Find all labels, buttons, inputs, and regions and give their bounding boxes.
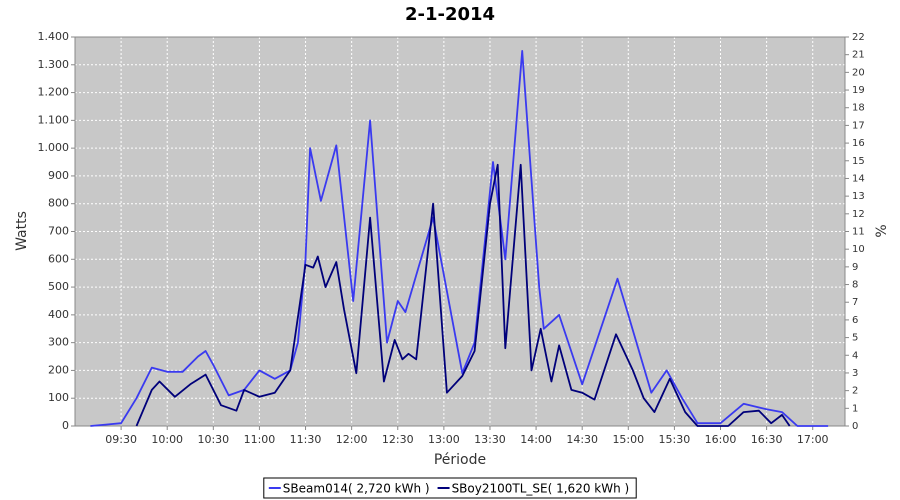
y-tick-label: 1.300	[38, 58, 70, 71]
x-tick-label: 16:30	[751, 433, 783, 446]
y2-tick-label: 8	[852, 280, 858, 291]
y-tick-label: 700	[48, 225, 69, 238]
y-tick-label: 0	[62, 419, 69, 432]
x-tick-label: 13:30	[474, 433, 506, 446]
y2-tick-label: 1	[852, 403, 858, 414]
legend: SBeam014( 2,720 kWh ) SBoy2100TL_SE( 1,62…	[263, 477, 637, 499]
y2-tick-label: 17	[852, 120, 865, 131]
y2-tick-label: 5	[852, 333, 858, 344]
y-tick-label: 400	[48, 308, 69, 321]
y2-tick-label: 11	[852, 227, 865, 238]
plot-border	[74, 36, 846, 427]
x-tick-label: 15:00	[612, 433, 644, 446]
y2-tick-label: 22	[852, 32, 865, 43]
y2-tick-label: 14	[852, 173, 865, 184]
x-axis-label: Période	[434, 452, 486, 468]
y2-tick-label: 10	[852, 244, 865, 255]
y2-tick-label: 21	[852, 50, 865, 61]
y2-tick-label: 6	[852, 315, 858, 326]
y2-tick-label: 16	[852, 138, 865, 149]
y2-tick-label: 4	[852, 350, 858, 361]
y-tick-label: 200	[48, 363, 69, 376]
x-tick-label: 16:00	[705, 433, 737, 446]
x-tick-label: 12:00	[336, 433, 368, 446]
x-tick-label: 13:00	[428, 433, 460, 446]
chart-title: 2-1-2014	[405, 4, 495, 25]
x-tick-label: 10:30	[197, 433, 229, 446]
series-line	[90, 50, 829, 427]
x-tick-label: 09:30	[105, 433, 137, 446]
y-tick-label: 800	[48, 197, 69, 210]
x-tick-label: 11:00	[244, 433, 276, 446]
y-tick-label: 1.000	[38, 141, 70, 154]
y2-axis-label: %	[874, 224, 890, 237]
y-tick-label: 500	[48, 280, 69, 293]
y2-tick-label: 13	[852, 191, 865, 202]
x-tick-label: 10:00	[151, 433, 183, 446]
y-tick-label: 1.100	[38, 113, 70, 126]
y2-tick-label: 7	[852, 297, 858, 308]
y-tick-label: 600	[48, 252, 69, 265]
legend-label: SBeam014( 2,720 kWh )	[283, 482, 430, 496]
legend-label: SBoy2100TL_SE( 1,620 kWh )	[452, 482, 630, 496]
x-tick-label: 14:30	[566, 433, 598, 446]
legend-box	[263, 477, 637, 499]
y-tick-label: 1.200	[38, 86, 70, 99]
y2-tick-label: 20	[852, 67, 865, 78]
y2-tick-label: 2	[852, 386, 858, 397]
y-axis-label: Watts	[14, 211, 30, 251]
y-tick-label: 100	[48, 391, 69, 404]
series-line	[135, 163, 791, 427]
x-tick-label: 12:30	[382, 433, 414, 446]
y2-tick-label: 3	[852, 368, 858, 379]
y2-tick-label: 19	[852, 85, 865, 96]
y2-tick-label: 9	[852, 262, 858, 273]
y2-tick-label: 12	[852, 209, 865, 220]
x-tick-label: 14:00	[520, 433, 552, 446]
y2-tick-label: 18	[852, 103, 865, 114]
x-tick-label: 15:30	[659, 433, 691, 446]
y2-tick-label: 0	[852, 421, 858, 432]
x-tick-label: 17:00	[797, 433, 829, 446]
y2-tick-label: 15	[852, 156, 865, 167]
y-tick-label: 300	[48, 336, 69, 349]
x-tick-label: 11:30	[290, 433, 322, 446]
y-tick-label: 900	[48, 169, 69, 182]
y-tick-label: 1.400	[38, 30, 70, 43]
